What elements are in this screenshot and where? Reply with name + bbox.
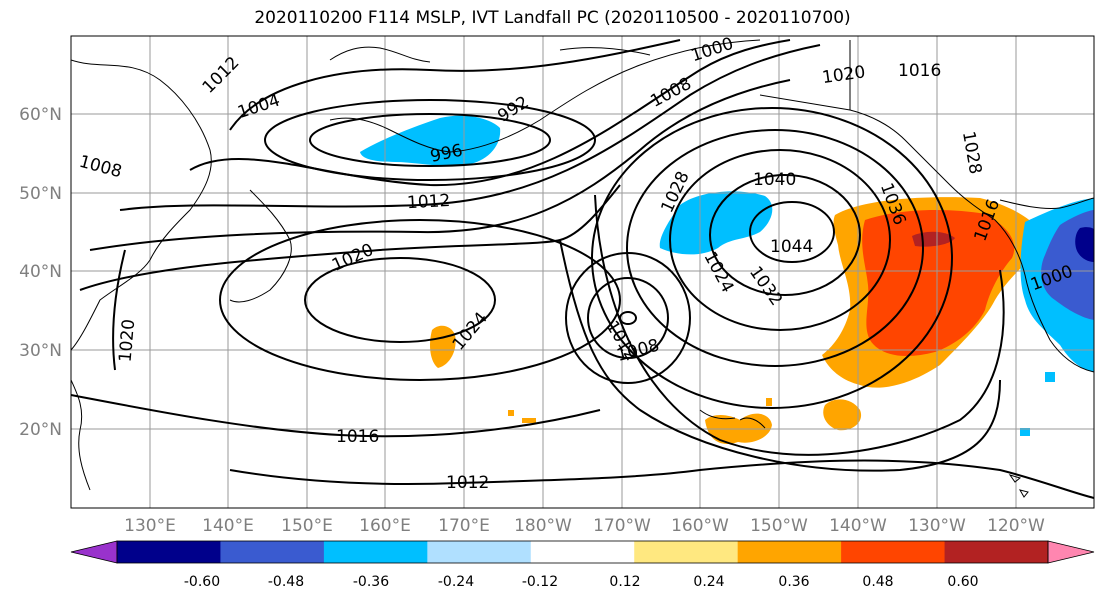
colorbar-tick-label: 0.60 — [947, 574, 978, 590]
colorbar-segment — [841, 541, 946, 563]
ivt-negative-region-central — [659, 191, 773, 255]
colorbar-tick-label: -0.48 — [268, 574, 304, 590]
ivt-negative-shading — [360, 115, 1094, 436]
colorbar-segment — [220, 541, 325, 563]
isobar-1016-north — [89, 79, 791, 251]
isobar-1020-high — [219, 219, 621, 381]
map-title: 2020110200 F114 MSLP, IVT Landfall PC (2… — [254, 8, 851, 28]
colorbar-tick-labels: -0.60 -0.48 -0.36 -0.24 -0.12 0.12 0.24 … — [184, 574, 979, 590]
lon-label: 140°E — [202, 516, 254, 536]
lat-label: 60°N — [19, 105, 62, 125]
colorbar-extend-low — [70, 540, 118, 564]
ivt-positive-region-small-3 — [823, 399, 862, 431]
colorbar-tick-label: -0.36 — [353, 574, 389, 590]
colorbar-segment — [737, 541, 842, 563]
lat-label: 20°N — [19, 420, 62, 440]
lon-label: 120°W — [987, 516, 1045, 536]
lon-label: 160°W — [671, 516, 729, 536]
lat-label: 30°N — [19, 341, 62, 361]
colorbar-segment — [427, 541, 532, 563]
colorbar-tick-label: -0.60 — [184, 574, 220, 590]
coastlines — [71, 39, 1094, 498]
map-frame — [70, 35, 1095, 509]
isobar-1036 — [669, 149, 891, 331]
isobar-1004 — [229, 39, 681, 131]
lon-label: 160°E — [359, 516, 411, 536]
lon-label: 150°E — [281, 516, 333, 536]
colorbar-segment — [323, 541, 428, 563]
isobar-1024-east — [594, 194, 1005, 456]
lon-label: 150°W — [750, 516, 808, 536]
latitude-labels: 60°N 50°N 40°N 30°N 20°N — [19, 105, 62, 440]
isobar-1000-aleutian — [264, 99, 596, 181]
ivt-negative-speck — [1020, 428, 1030, 436]
isobar-1016-south — [71, 394, 601, 438]
colorbar-extend-high — [1047, 540, 1095, 564]
isobar-label: 1044 — [770, 237, 813, 257]
colorbar-tick-label: 0.24 — [693, 574, 724, 590]
colorbar-segment — [634, 541, 739, 563]
ivt-positive-speck — [508, 410, 514, 416]
ivt-positive-speck — [522, 418, 536, 423]
colorbar-tick-label: 0.12 — [609, 574, 640, 590]
isobar-1024-high — [304, 257, 496, 343]
ivt-positive-speck — [766, 398, 772, 406]
colorbar-segment — [944, 541, 1049, 563]
ivt-negative-region-bering — [360, 115, 501, 166]
isobar-1020-west — [79, 184, 621, 291]
isobar-1028 — [591, 107, 953, 409]
lon-label: 130°E — [124, 516, 176, 536]
isobar-1040 — [709, 174, 861, 296]
lat-label: 40°N — [19, 262, 62, 282]
isobar-996 — [309, 113, 551, 167]
isobar-1032 — [626, 129, 924, 367]
isobar-label: 1016 — [336, 427, 379, 447]
colorbar-outline — [116, 540, 1049, 564]
isobar-1008-low — [587, 277, 669, 359]
isobars — [71, 39, 1094, 499]
isobar-label: 1012 — [446, 473, 489, 493]
isobar-1044 — [749, 201, 835, 263]
lon-label: 170°W — [593, 516, 651, 536]
isobar-label: 1012 — [407, 191, 451, 213]
colorbar-tick-label: -0.24 — [438, 574, 474, 590]
lat-label: 50°N — [19, 184, 62, 204]
isobar-label: 1020 — [116, 318, 140, 363]
longitude-labels: 130°E 140°E 150°E 160°E 170°E 180°W 170°… — [124, 516, 1045, 536]
colorbar-segment — [117, 541, 221, 563]
lon-label: 130°W — [908, 516, 966, 536]
ivt-negative-region-west-coast-core — [1075, 227, 1094, 262]
isobar-1012-south — [229, 459, 1094, 499]
ivt-negative-speck — [1045, 372, 1055, 382]
colorbar-segment — [530, 541, 635, 563]
ivt-positive-region-core — [862, 210, 1015, 356]
isobar-1020-east — [559, 239, 1001, 472]
colorbar — [70, 540, 1095, 564]
lon-label: 170°E — [438, 516, 490, 536]
lon-label: 140°W — [829, 516, 887, 536]
lon-label: 180°W — [514, 516, 572, 536]
isobar-label: 1040 — [753, 170, 796, 190]
colorbar-tick-label: 0.48 — [862, 574, 893, 590]
isobar-1008-north — [189, 39, 791, 187]
isobar-1012-north — [119, 44, 821, 211]
colorbar-tick-label: 0.36 — [778, 574, 809, 590]
isobar-label: 1016 — [898, 61, 941, 81]
isobar-1020-far-west — [112, 249, 126, 371]
colorbar-tick-label: -0.12 — [522, 574, 558, 590]
